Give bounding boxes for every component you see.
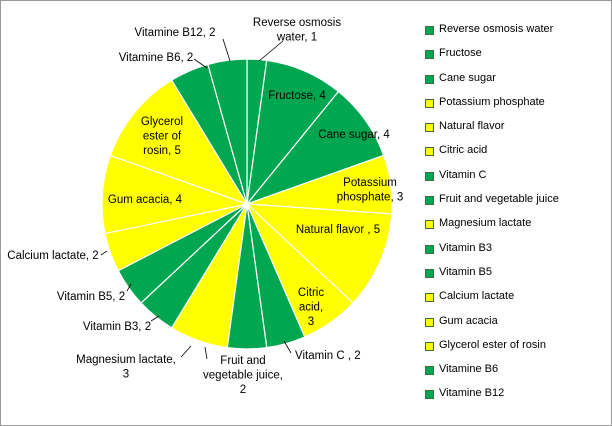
legend-item: Potassium phosphate [425,95,610,119]
legend-item: Fructose [425,46,610,70]
data-label: Reverse osmosis water, 1 [253,17,341,44]
legend-item: Calcium lactate [425,289,610,313]
data-label: Fructose, 4 [268,90,326,102]
leader-line [222,38,231,62]
legend-item: Natural flavor [425,119,610,143]
legend-label: Vitamine B6 [439,363,499,376]
legend-swatch [425,171,434,181]
leader-line [204,346,208,360]
legend-swatch [425,317,434,327]
data-label: Magnesium lactate, 3 [76,354,176,381]
legend-label: Vitamin B5 [439,265,492,278]
legend-item: Magnesium lactate [425,216,610,240]
legend-label: Vitamin B3 [439,241,492,254]
data-label: Calcium lactate, 2 [7,250,98,262]
data-label: Vitamin B3, 2 [83,321,151,333]
data-label: Vitamine B6, 2 [119,52,194,64]
legend-label: Glycerol ester of rosin [439,338,546,351]
legend-label: Natural flavor [439,120,505,133]
legend-item: Glycerol ester of rosin [425,338,610,362]
legend-swatch [425,26,434,35]
legend-item: Vitamin C [425,168,610,192]
data-label: Fruit and vegetable juice, 2 [203,355,283,396]
leader-line [126,283,132,292]
legend: Reverse osmosis water Fructose Cane sugar P… [425,22,610,411]
legend-label: Vitamin C [439,168,487,181]
legend-label: Fructose [439,47,482,60]
legend-swatch [425,341,434,351]
data-label: Natural flavor , 5 [296,224,380,236]
legend-item: Gum acacia [425,314,610,338]
legend-swatch [425,293,434,303]
data-label: Vitamine B12, 2 [135,27,216,39]
legend-label: Vitamine B12 [439,387,505,400]
legend-label: Potassium phosphate [439,95,545,108]
legend-item: Cane sugar [425,71,610,95]
legend-label: Cane sugar [439,71,496,84]
legend-swatch [425,74,434,84]
data-label: Citric acid, 3 [298,287,324,328]
legend-item: Vitamine B6 [425,362,610,386]
leader-line [258,40,284,62]
legend-swatch [425,196,434,206]
legend-label: Citric acid [439,144,488,157]
data-label: Cane sugar, 4 [318,129,390,141]
legend-item: Vitamine B12 [425,386,610,410]
legend-swatch [425,390,434,400]
data-label: Vitamin C , 2 [295,350,361,362]
legend-label: Calcium lactate [439,290,515,303]
legend-swatch [425,268,434,278]
legend-swatch [425,147,434,157]
legend-swatch [425,50,434,60]
legend-item: Vitamin B3 [425,241,610,265]
legend-label: Reverse osmosis water [439,23,554,35]
leader-line [100,250,108,256]
legend-swatch [425,244,434,254]
legend-item: Citric acid [425,143,610,167]
legend-swatch [425,366,434,376]
pie-outline [101,58,393,350]
data-label: Gum acacia, 4 [108,194,183,206]
legend-item: Vitamin B5 [425,265,610,289]
legend-label: Gum acacia [439,314,498,327]
legend-item: Reverse osmosis water [425,22,610,46]
leader-line [180,345,192,358]
data-label: Vitamin B5, 2 [57,291,125,303]
data-label: Potassium phosphate, 3 [337,177,404,204]
legend-swatch [425,98,434,108]
legend-swatch [425,123,434,133]
legend-item: Fruit and vegetable juice [425,192,610,216]
data-label: Glycerol ester of rosin, 5 [141,116,183,157]
legend-swatch [425,220,434,230]
leader-line [150,315,160,322]
leader-line [193,58,208,69]
leader-line [283,340,292,354]
legend-label: Fruit and vegetable juice [439,193,559,206]
legend-label: Magnesium lactate [439,217,532,230]
